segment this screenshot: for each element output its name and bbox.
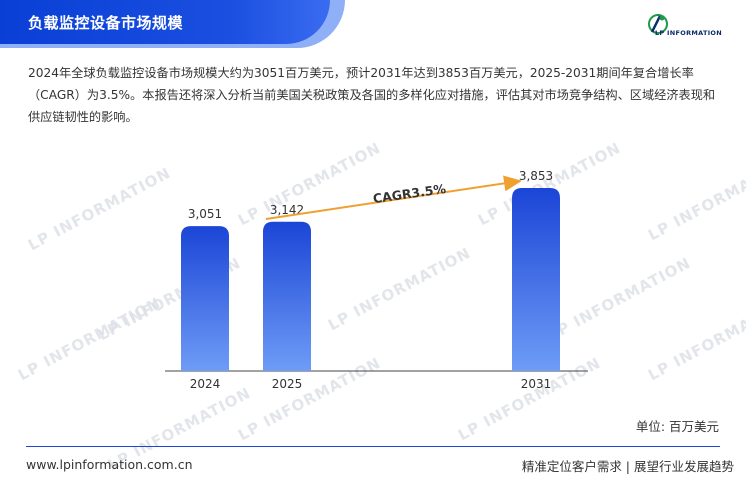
footer-divider [26, 446, 720, 447]
x-tick-label-2025: 2025 [272, 377, 303, 391]
x-tick-label-2024: 2024 [190, 377, 221, 391]
header-band [0, 0, 330, 44]
bar-2025 [263, 221, 311, 371]
data-label-2025: 3,142 [270, 203, 304, 217]
bar-2024 [181, 226, 229, 371]
data-label-2024: 3,051 [188, 207, 222, 221]
bar-2031 [512, 188, 560, 371]
description: 2024年全球负载监控设备市场规模大约为3051百万美元，预计2031年达到38… [28, 66, 716, 124]
cagr-label: CAGR3.5% [372, 181, 447, 206]
logo-text: LP INFORMATION [654, 29, 722, 37]
footer-slogan: 精准定位客户需求 | 展望行业发展趋势 [521, 459, 734, 474]
x-tick-label-2031: 2031 [521, 377, 552, 391]
logo-icon [648, 14, 668, 34]
footer-url[interactable]: www.lpinformation.com.cn [26, 457, 193, 472]
unit-label: 单位: 百万美元 [635, 419, 719, 434]
data-label-2031: 3,853 [519, 169, 553, 183]
cagr-arrow [265, 175, 522, 220]
page-title: 负载监控设备市场规模 [28, 14, 184, 32]
header: 负载监控设备市场规模 LP INFORMATION [0, 0, 746, 50]
